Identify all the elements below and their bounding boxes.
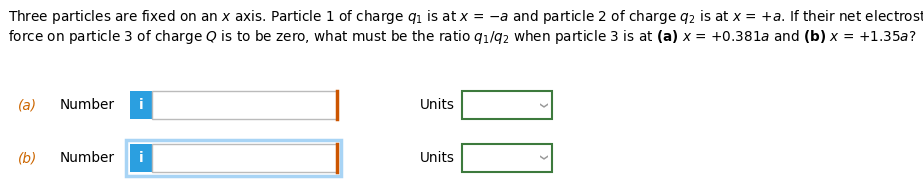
Text: Three particles are fixed on an $x$ axis. Particle 1 of charge $q_1$ is at $x$ =: Three particles are fixed on an $x$ axis… [8,8,923,26]
FancyBboxPatch shape [462,91,552,119]
Text: force on particle 3 of charge $Q$ is to be zero, what must be the ratio $q_1$/$q: force on particle 3 of charge $Q$ is to … [8,28,917,46]
FancyBboxPatch shape [130,144,152,172]
FancyBboxPatch shape [462,144,552,172]
FancyBboxPatch shape [152,144,337,172]
Text: ❯: ❯ [537,154,546,162]
Text: ❯: ❯ [537,102,546,108]
Text: (b): (b) [18,151,37,165]
Text: (a): (a) [18,98,37,112]
Text: Units: Units [420,151,455,165]
Text: Units: Units [420,98,455,112]
FancyBboxPatch shape [152,91,337,119]
FancyBboxPatch shape [130,91,152,119]
Text: i: i [138,98,143,112]
Text: Number: Number [60,98,115,112]
Text: Number: Number [60,151,115,165]
Text: i: i [138,151,143,165]
